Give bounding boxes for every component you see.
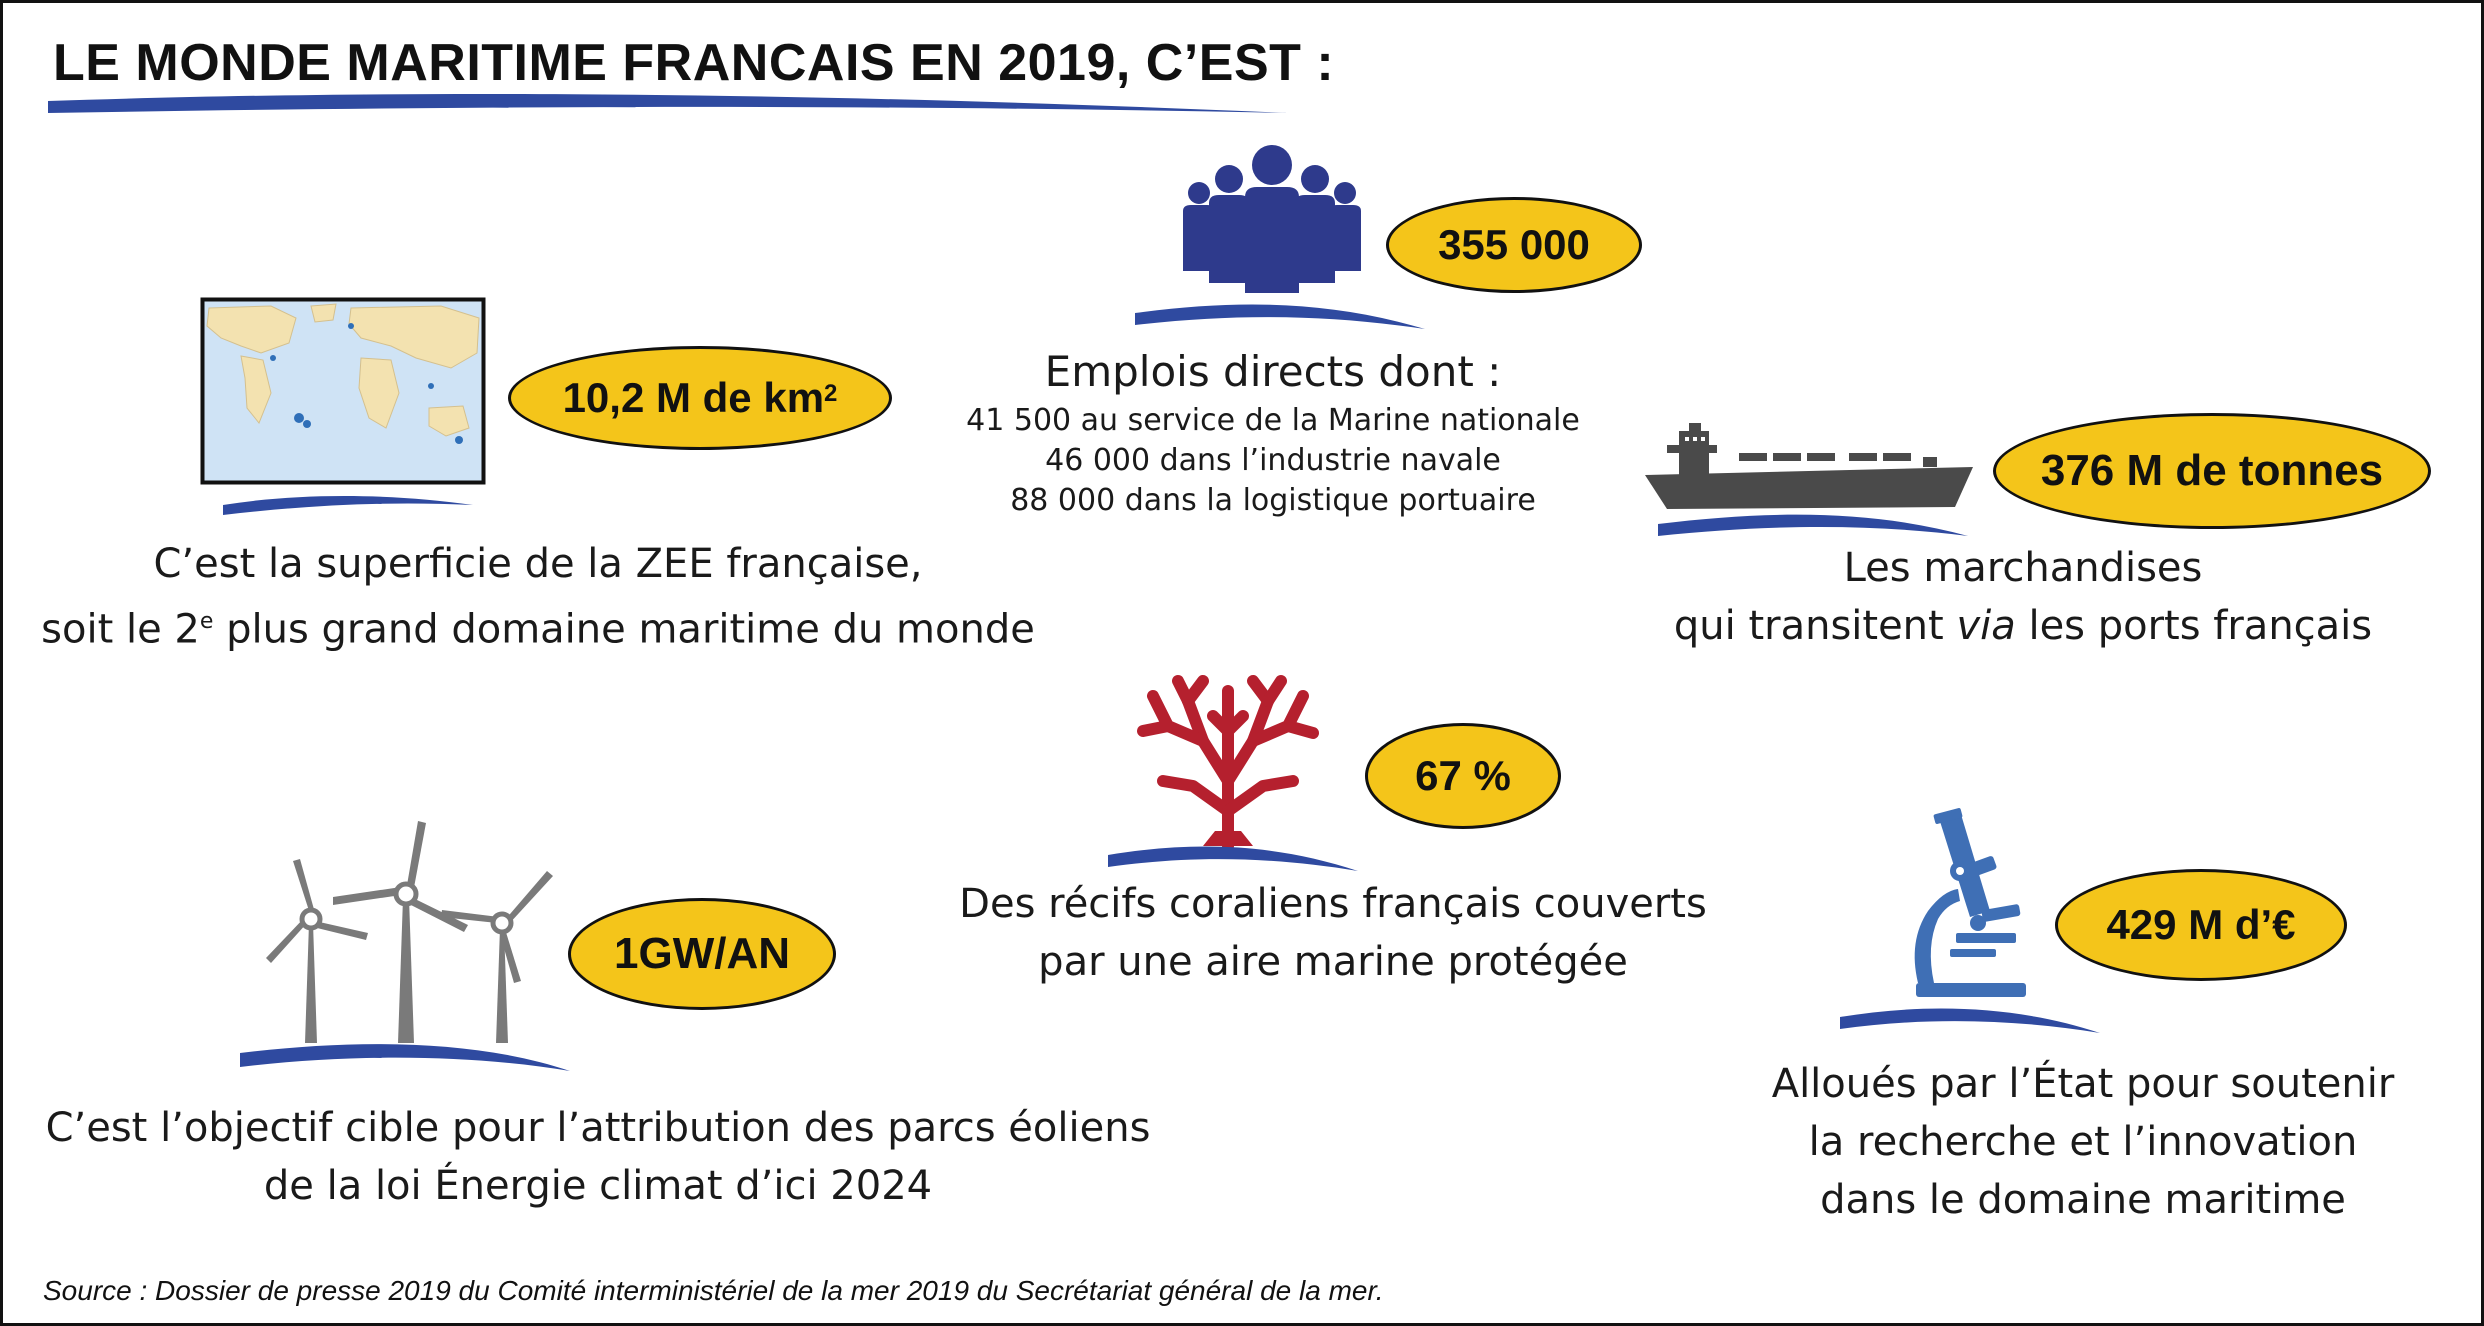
coral-value: 67 %: [1415, 752, 1511, 799]
jobs-detail-1: 41 500 au service de la Marine nationale: [966, 403, 1580, 438]
wind-line-2: de la loi Énergie climat d’ici 2024: [263, 1163, 933, 1209]
coral-value-badge: 67 %: [1365, 723, 1561, 829]
coral-icon: [1137, 675, 1319, 852]
jobs-detail-3: 88 000 dans la logistique portuaire: [1010, 483, 1536, 518]
zee-description: C’est la superficie de la ZEE française,…: [23, 535, 1053, 658]
goods-line-1: Les marchandises: [1843, 545, 2203, 591]
jobs-detail-2: 46 000 dans l’industrie navale: [1045, 443, 1501, 478]
research-line-2: la recherche et l’innovation: [1808, 1119, 2358, 1165]
jobs-details: 41 500 au service de la Marine nationale…: [903, 401, 1643, 521]
people-group-icon: [1183, 145, 1361, 293]
page-title: LE MONDE MARITIME FRANCAIS EN 2019, C’ES…: [53, 34, 1335, 92]
jobs-value: 355 000: [1438, 221, 1590, 268]
zee-value-badge: 10,2 M de km 2: [508, 346, 892, 450]
wind-value: 1GW/AN: [614, 929, 790, 978]
coral-line-1: Des récifs coraliens français couverts: [959, 881, 1707, 927]
wind-turbine-icon: [266, 821, 553, 1043]
zee-value-superscript: 2: [824, 380, 838, 407]
zee-line-2: soit le 2e plus grand domaine maritime d…: [41, 606, 1035, 653]
wind-description: C’est l’objectif cible pour l’attributio…: [13, 1099, 1183, 1215]
goods-line-2: qui transitent via les ports français: [1673, 603, 2373, 649]
jobs-heading: Emplois directs dont :: [1044, 347, 1502, 396]
wind-wave: [240, 1044, 570, 1071]
research-value: 429 M d’€: [2106, 901, 2296, 948]
research-line-1: Alloués par l’État pour soutenir: [1771, 1061, 2395, 1107]
research-line-3: dans le domaine maritime: [1820, 1177, 2346, 1223]
coral-description: Des récifs coraliens français couverts p…: [883, 875, 1783, 991]
cargo-ship-icon: [1645, 423, 1973, 509]
research-description: Alloués par l’État pour soutenir la rech…: [1703, 1055, 2463, 1229]
zee-wave: [223, 496, 473, 515]
research-value-badge: 429 M d’€: [2055, 869, 2347, 981]
jobs-wave: [1135, 304, 1425, 329]
microscope-icon: [1914, 807, 2026, 997]
research-wave: [1840, 1008, 2100, 1033]
coral-wave: [1108, 846, 1358, 871]
world-map-icon: [200, 297, 486, 485]
wind-value-badge: 1GW/AN: [568, 898, 836, 1010]
title-underline-wave: [48, 93, 1288, 113]
coral-line-2: par une aire marine protégée: [1038, 939, 1628, 985]
source-note: Source : Dossier de presse 2019 du Comit…: [43, 1275, 1384, 1306]
goods-description: Les marchandises qui transitent via les …: [1603, 539, 2443, 655]
wind-line-1: C’est l’objectif cible pour l’attributio…: [45, 1105, 1151, 1151]
jobs-value-badge: 355 000: [1386, 197, 1642, 293]
zee-line-1: C’est la superficie de la ZEE française,: [153, 541, 923, 587]
goods-value: 376 M de tonnes: [2040, 446, 2384, 495]
zee-value: 10,2 M de km: [562, 374, 825, 421]
goods-wave: [1658, 514, 1968, 536]
goods-value-badge: 376 M de tonnes: [1993, 413, 2431, 529]
